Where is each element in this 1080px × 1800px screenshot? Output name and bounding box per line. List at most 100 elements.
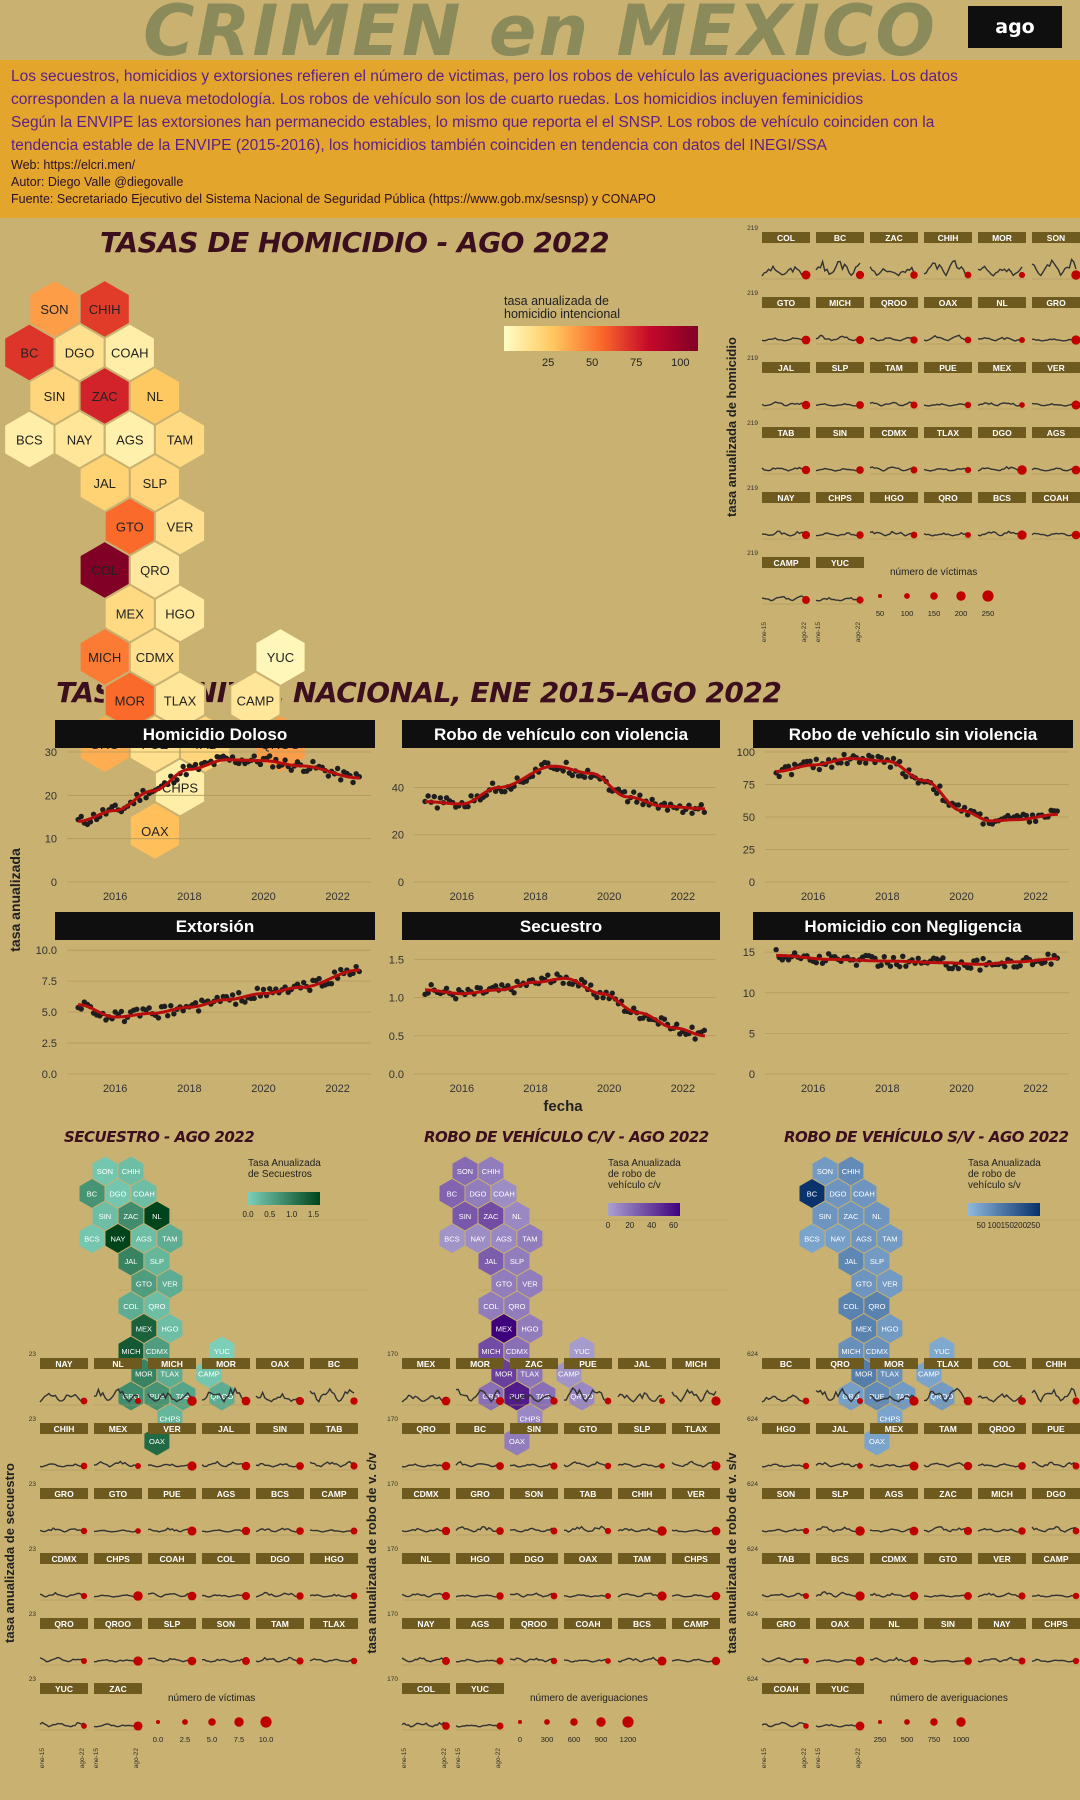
hex-label: MEX (856, 1325, 872, 1334)
panel-latest-point (856, 466, 864, 474)
hex-label: CAMP (237, 694, 275, 709)
panel-trend (815, 259, 861, 277)
y-tick-label: 50 (743, 812, 755, 824)
legend-title: Tasa Anualizada (608, 1158, 681, 1169)
panel-label: NL (888, 1619, 899, 1629)
panel-label: VER (1047, 363, 1064, 373)
trend-line (776, 757, 1058, 823)
national-chart-3: Robo de vehículo sin violencia 0 25 50 75 100… (737, 720, 1073, 903)
panel-trend (39, 1392, 85, 1403)
data-point (502, 788, 508, 795)
x-tick-label: ago-22 (855, 622, 862, 643)
legend-title: vehículo s/v (968, 1180, 1021, 1191)
hex-label: NAY (831, 1235, 846, 1244)
panel-trend (93, 1387, 139, 1403)
panel-latest-point (604, 1592, 612, 1600)
panel-latest-point (441, 1396, 451, 1406)
panel-trend (1031, 1594, 1077, 1598)
hex-label: BCS (804, 1235, 819, 1244)
panel-latest-point (964, 1592, 972, 1600)
national-chart-2: Robo de vehículo con violencia 0 20 40 2016 2… (392, 720, 720, 903)
panel-latest-point (550, 1592, 558, 1600)
data-point (844, 760, 850, 767)
small-panel-mor: MOR (455, 1358, 505, 1406)
panel-trend (977, 402, 1023, 407)
hex-label: PUE (149, 1392, 164, 1401)
panel-label: QROO (105, 1619, 131, 1629)
panel-label: TAM (633, 1554, 651, 1564)
hex-label: QROO (210, 1392, 233, 1401)
small-panel-slp: SLP (147, 1618, 197, 1666)
hex-label: CAMP (198, 1370, 220, 1379)
panel-latest-point (496, 1462, 504, 1470)
panel-label: SIN (527, 1424, 541, 1434)
hex-label: CHIH (122, 1167, 140, 1176)
panel-latest-point (1019, 337, 1025, 343)
x-tick-label: ago-22 (133, 1748, 140, 1769)
hex-label: HGO (521, 1325, 538, 1334)
panel-latest-point (801, 465, 811, 475)
panel-label: TLAX (685, 1424, 708, 1434)
panel-label: ZAC (525, 1359, 542, 1369)
panel-trend (1031, 402, 1077, 407)
hex-label: SIN (819, 1212, 832, 1221)
data-point (137, 797, 143, 804)
y-tick-label: 10.0 (36, 945, 57, 957)
size-legend-dot (182, 1719, 188, 1725)
panel-trend (869, 1528, 915, 1533)
panel-latest-point (350, 1527, 358, 1535)
panel-latest-point (909, 1461, 919, 1471)
panel-trend (923, 1526, 969, 1533)
hex-label: MICH (841, 1347, 860, 1356)
x-tick-label: ene-15 (39, 1748, 46, 1769)
data-point (165, 1013, 171, 1019)
small-panel-mich: MICH (977, 1488, 1026, 1536)
small-panel-mor: MOR (201, 1358, 251, 1406)
hex-label: OAX (869, 1437, 885, 1446)
hex-label: CHIH (89, 302, 121, 317)
x-tick-label: 2022 (325, 891, 349, 903)
panel-label: CHPS (684, 1554, 708, 1564)
panel-label: OAX (939, 298, 958, 308)
panel-trend (923, 334, 969, 342)
size-legend-dot (904, 593, 910, 599)
intro-line: Según la ENVIPE las extorsiones han perm… (11, 114, 935, 131)
panel-y-tick: 170 (387, 1546, 398, 1553)
panel-trend (923, 403, 969, 407)
panel-trend (147, 1657, 193, 1663)
panel-label: CDMX (881, 428, 906, 438)
hex-cell (128, 800, 181, 862)
size-legend-dot (570, 1718, 578, 1726)
panel-latest-point (855, 1656, 865, 1666)
small-panel-dgo: DGO (977, 427, 1027, 475)
y-tick-label: 100 (737, 747, 755, 759)
small-panel-chps: CHPS (93, 1553, 143, 1601)
small-panel-bcs: BCS (977, 492, 1027, 540)
panel-label: JAL (218, 1424, 234, 1434)
panel-label: YUC (831, 558, 849, 568)
panel-latest-point (711, 1396, 721, 1406)
hex-label: CHPS (519, 1415, 540, 1424)
panel-latest-point (1072, 1657, 1080, 1665)
panel-latest-point (135, 1463, 141, 1469)
panel-trend (869, 336, 915, 342)
panel-label: SON (777, 1489, 795, 1499)
panel-trend (815, 334, 861, 342)
panel-latest-point (855, 270, 865, 280)
hex-label: VER (162, 1280, 178, 1289)
panel-latest-point (964, 336, 972, 344)
panel-label: QROO (989, 1424, 1015, 1434)
data-point (937, 783, 943, 789)
panel-label: BC (328, 1359, 340, 1369)
panel-latest-point (1017, 465, 1027, 475)
legend-tick: 75 (630, 357, 642, 369)
web-link[interactable]: Web: https://elcri.men/ (11, 158, 136, 172)
panel-label: COAH (773, 1684, 798, 1694)
panel-latest-point (241, 1396, 251, 1406)
panel-label: TAM (939, 1424, 957, 1434)
hex-label: JAL (484, 1257, 497, 1266)
panel-latest-point (350, 1397, 358, 1405)
hex-label: SIN (99, 1212, 112, 1221)
data-point (168, 1002, 174, 1009)
hex-label: BCS (84, 1235, 99, 1244)
